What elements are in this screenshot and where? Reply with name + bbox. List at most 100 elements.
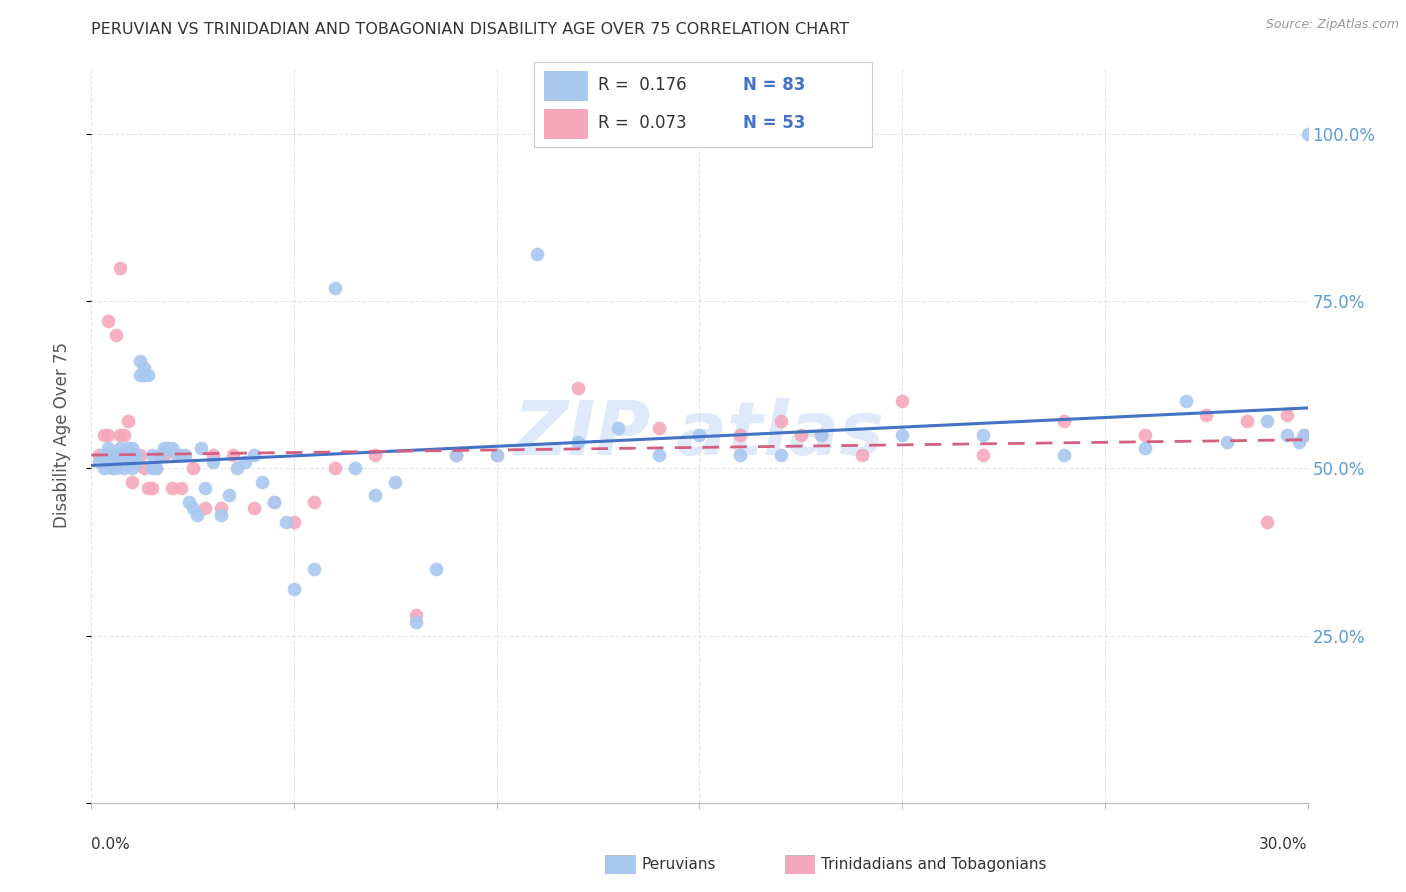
Point	[1053, 448, 1076, 462]
Point	[145, 461, 167, 475]
Point	[226, 461, 249, 475]
Point	[769, 415, 792, 429]
Point	[323, 461, 346, 475]
Text: N = 83: N = 83	[744, 77, 806, 95]
Point	[97, 314, 120, 328]
Point	[972, 448, 994, 462]
Point	[108, 428, 131, 442]
Point	[526, 247, 548, 261]
Text: R =  0.073: R = 0.073	[599, 114, 688, 132]
Point	[89, 455, 111, 469]
Point	[1053, 415, 1076, 429]
Point	[117, 455, 139, 469]
Point	[104, 448, 127, 462]
Point	[125, 448, 148, 462]
Bar	[544, 71, 588, 101]
Point	[100, 455, 122, 469]
Point	[173, 448, 195, 462]
Point	[190, 442, 212, 456]
Point	[181, 461, 204, 475]
Point	[274, 515, 297, 529]
Point	[129, 368, 152, 382]
Point	[132, 368, 155, 382]
Point	[136, 482, 159, 496]
Point	[129, 354, 152, 368]
Point	[304, 562, 326, 576]
Point	[108, 448, 131, 462]
Text: N = 53: N = 53	[744, 114, 806, 132]
Point	[648, 448, 671, 462]
Point	[607, 421, 630, 435]
Point	[1277, 428, 1299, 442]
Point	[112, 455, 135, 469]
Point	[343, 461, 366, 475]
Text: 30.0%: 30.0%	[1260, 837, 1308, 852]
Point	[1288, 434, 1310, 449]
Point	[117, 415, 139, 429]
Point	[93, 428, 115, 442]
Point	[121, 461, 143, 475]
Point	[117, 442, 139, 456]
Point	[263, 495, 285, 509]
Point	[112, 461, 135, 475]
Point	[112, 448, 135, 462]
Point	[157, 442, 180, 456]
Point	[117, 448, 139, 462]
Point	[104, 455, 127, 469]
Point	[145, 461, 167, 475]
Point	[444, 448, 467, 462]
Point	[790, 428, 813, 442]
Point	[136, 368, 159, 382]
Point	[141, 448, 163, 462]
Point	[1256, 415, 1278, 429]
Point	[153, 442, 176, 456]
Point	[141, 482, 163, 496]
Text: R =  0.176: R = 0.176	[599, 77, 688, 95]
Point	[93, 448, 115, 462]
Point	[100, 461, 122, 475]
Point	[104, 327, 127, 342]
Point	[129, 448, 152, 462]
Point	[108, 442, 131, 456]
Bar	[544, 109, 588, 139]
Point	[728, 428, 751, 442]
Point	[648, 421, 671, 435]
Point	[89, 448, 111, 462]
Text: Source: ZipAtlas.com: Source: ZipAtlas.com	[1265, 18, 1399, 31]
Point	[100, 448, 122, 462]
Point	[209, 508, 232, 523]
Point	[1195, 408, 1218, 422]
Point	[104, 461, 127, 475]
Point	[1292, 428, 1315, 442]
Point	[250, 475, 273, 489]
Point	[364, 488, 387, 502]
Text: Trinidadians and Tobagonians: Trinidadians and Tobagonians	[821, 857, 1046, 871]
Point	[209, 501, 232, 516]
Point	[125, 455, 148, 469]
Point	[169, 482, 191, 496]
Point	[132, 361, 155, 376]
Point	[1292, 428, 1315, 442]
Point	[1175, 394, 1198, 409]
Point	[235, 455, 257, 469]
Point	[141, 461, 163, 475]
Point	[485, 448, 508, 462]
Point	[485, 448, 508, 462]
Point	[125, 448, 148, 462]
Point	[263, 495, 285, 509]
Point	[972, 428, 994, 442]
Point	[810, 428, 832, 442]
Point	[112, 428, 135, 442]
Point	[181, 501, 204, 516]
Point	[283, 515, 305, 529]
Point	[222, 448, 245, 462]
Point	[242, 501, 264, 516]
Point	[112, 448, 135, 462]
Point	[202, 455, 225, 469]
Point	[166, 448, 188, 462]
Point	[769, 448, 792, 462]
Point	[162, 442, 184, 456]
Point	[97, 455, 120, 469]
Point	[202, 448, 225, 462]
Point	[891, 394, 914, 409]
